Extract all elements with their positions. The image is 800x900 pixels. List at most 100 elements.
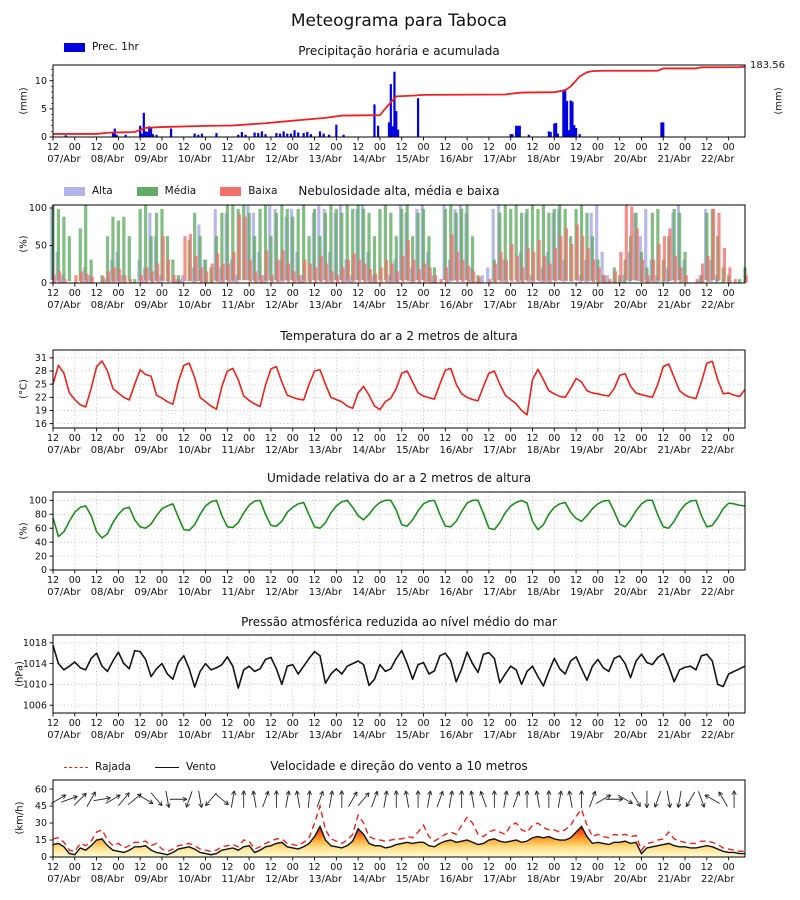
cloud-bar-media [198, 236, 202, 282]
x-tick-hour: 00 [287, 433, 299, 444]
wind-direction-arrow [285, 790, 290, 808]
x-tick-hour: 12 [614, 718, 626, 729]
x-tick-hour: 00 [592, 862, 604, 873]
precip-bar [342, 134, 345, 137]
wind-direction-arrow [252, 790, 257, 808]
wind-direction-arrow [383, 790, 388, 808]
precip-legend-label: Prec. 1hr [92, 41, 139, 53]
x-tick-day: 15/Abr [396, 445, 430, 456]
cloud-bar-baixa [128, 279, 133, 283]
precip-bar [662, 122, 665, 137]
x-tick-day: 19/Abr [570, 445, 604, 456]
cloud-bar-baixa [112, 267, 116, 283]
cloud-bar-baixa [145, 267, 149, 283]
y-axis-label-temp: (°C) [18, 379, 30, 399]
x-tick-hour: 12 [657, 433, 669, 444]
wind-direction-arrow [589, 791, 596, 808]
wind-direction-arrow [348, 791, 358, 807]
wind-legend-line [154, 766, 179, 768]
cloud-bar-media [149, 236, 153, 282]
x-tick-hour: 12 [134, 288, 146, 299]
precip-bar [237, 134, 240, 137]
x-tick-hour: 00 [156, 862, 168, 873]
wind-legend-label: Vento [185, 761, 216, 773]
cloud-bar-baixa [270, 275, 274, 283]
cloud-bar-baixa [417, 268, 421, 283]
x-tick-hour: 12 [657, 288, 669, 299]
x-tick-hour: 00 [243, 575, 255, 586]
x-tick-hour: 00 [243, 862, 255, 873]
wind-direction-arrow [105, 794, 121, 804]
x-tick-day: 13/Abr [309, 154, 343, 165]
x-tick-hour: 12 [701, 288, 713, 299]
cloud-bar-media [263, 205, 268, 280]
x-tick-hour: 00 [330, 288, 342, 299]
panel-title-precipitation: Precipitação horária e acumulada [298, 44, 500, 58]
cloud-bar-baixa [161, 236, 165, 282]
cloud-bar-media [470, 236, 475, 282]
x-tick-hour: 00 [287, 288, 299, 299]
x-tick-hour: 00 [635, 862, 647, 873]
cloud-bar-baixa [226, 263, 231, 283]
x-tick-day: 15/Abr [396, 730, 430, 741]
x-tick-hour: 00 [461, 575, 473, 586]
cloud-bar-alta [491, 208, 495, 281]
cloud-bar-baixa [63, 279, 67, 283]
cloud-bar-baixa [477, 276, 481, 283]
x-tick-hour: 12 [396, 575, 408, 586]
cloud-bar-baixa [673, 255, 677, 282]
cloud-bar-media [78, 228, 82, 281]
x-tick-hour: 00 [112, 718, 124, 729]
x-tick-hour: 12 [91, 862, 103, 873]
x-tick-day: 13/Abr [309, 730, 343, 741]
x-tick-hour: 00 [635, 433, 647, 444]
cloud-bar-baixa [592, 259, 596, 283]
y-tick: 28 [35, 366, 47, 377]
wind-direction-arrow [436, 791, 444, 808]
x-tick-day: 15/Abr [396, 874, 430, 885]
baixa-legend-label: Baixa [248, 185, 278, 197]
x-tick-hour: 12 [221, 433, 233, 444]
y-tick: 10 [35, 76, 47, 87]
x-tick-hour: 12 [308, 718, 320, 729]
panel-3: 12 00 12 00 12 00 12 00 12 00 12 00 12 00 12 00 12 00 12 00… [29, 491, 746, 598]
cloud-bar-media [389, 212, 393, 281]
precip-bar [515, 125, 518, 137]
x-tick-hour: 00 [548, 575, 560, 586]
cloud-bar-baixa [117, 268, 122, 283]
cloud-bar-media [432, 267, 437, 283]
cloud-bar-baixa [357, 259, 361, 283]
cloud-bar-baixa [466, 265, 470, 283]
precip-bar [373, 104, 376, 137]
precip-bar [200, 133, 204, 137]
x-tick-hour: 12 [396, 288, 408, 299]
x-tick-hour: 00 [374, 862, 386, 873]
x-tick-day: 12/Abr [265, 445, 299, 456]
x-tick-hour: 00 [635, 288, 647, 299]
cloud-bar-baixa [319, 255, 323, 282]
y-tick: 15 [35, 835, 47, 846]
cloud-bar-baixa [308, 263, 312, 283]
wind-direction-arrow [185, 791, 193, 808]
x-tick-hour: 12 [614, 142, 626, 153]
wind-direction-arrow [205, 792, 217, 807]
cloud-bar-media [645, 267, 649, 283]
x-tick-hour: 00 [156, 575, 168, 586]
y-tick: 1010 [23, 680, 47, 691]
precip-bar [377, 125, 380, 137]
x-tick-hour: 12 [526, 862, 538, 873]
x-tick-hour: 00 [330, 862, 342, 873]
x-tick-hour: 00 [592, 433, 604, 444]
wind-direction-arrow [568, 790, 573, 808]
x-tick-hour: 12 [570, 433, 582, 444]
cloud-bar-baixa [733, 279, 737, 283]
cloud-bar-baixa [265, 250, 269, 282]
wind-direction-arrow [654, 791, 662, 808]
x-tick-day: 18/Abr [527, 587, 561, 598]
media-legend-label: Média [164, 185, 197, 197]
x-tick-day: 18/Abr [527, 730, 561, 741]
precip-bar [309, 134, 313, 137]
cloud-bar-baixa [608, 279, 612, 283]
y-tick: 80 [35, 509, 47, 520]
x-tick-hour: 12 [352, 575, 364, 586]
